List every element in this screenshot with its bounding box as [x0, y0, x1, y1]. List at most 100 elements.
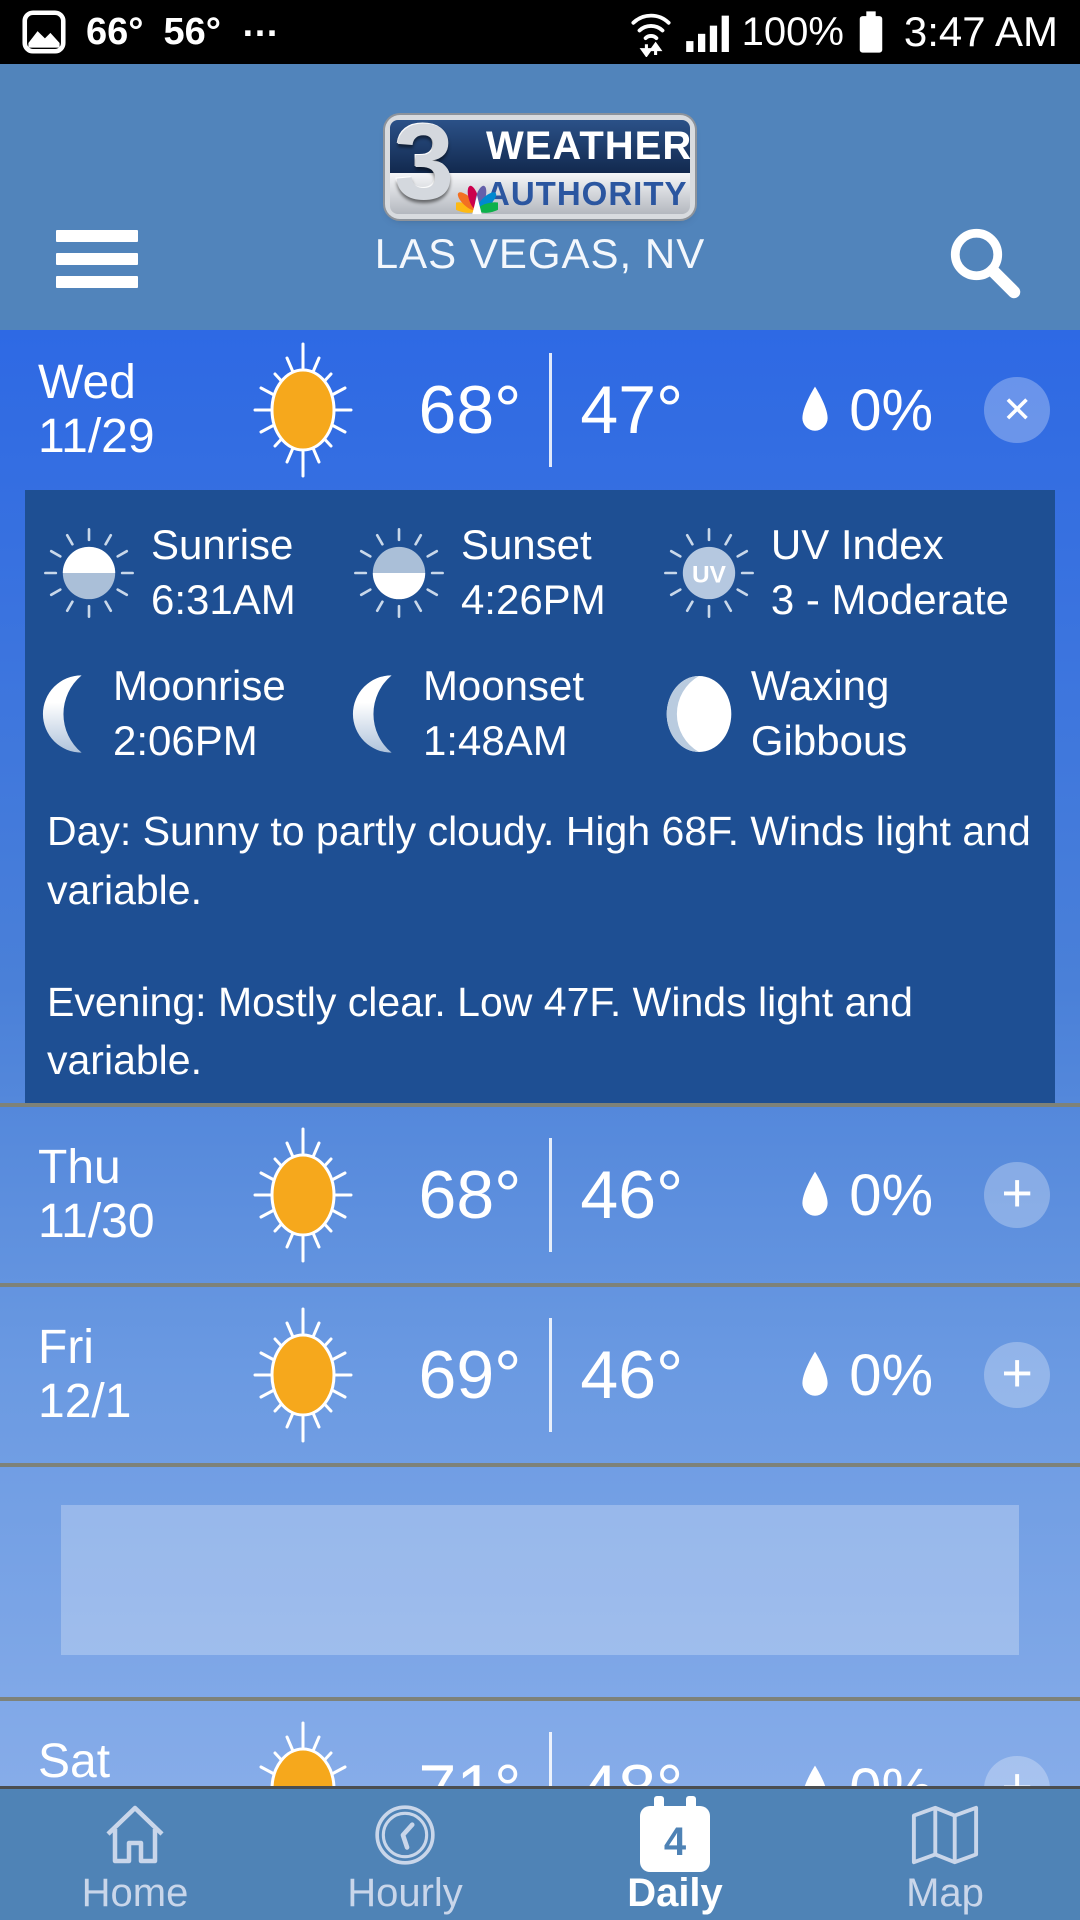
low-temp: 46° — [580, 1157, 684, 1233]
astro-item-sunrise: Sunrise 6:31AM — [41, 518, 351, 627]
wifi-icon — [628, 7, 674, 57]
low-temp: 47° — [580, 372, 684, 448]
astro-value: 3 - Moderate — [770, 575, 1009, 623]
status-right: 100% 3:47 AM — [628, 7, 1058, 57]
logo-number: 3 — [394, 101, 455, 222]
hamburger-icon — [56, 230, 138, 242]
status-bar: 66° 56° … 100% 3:47 AM — [0, 0, 1080, 64]
forecast-row-wed[interactable]: Wed 11/29 68° 47° 0% ✕ — [0, 330, 1080, 490]
search-button[interactable] — [944, 222, 1024, 302]
uv-index-icon — [661, 525, 757, 621]
nav-item-daily[interactable]: 4 Daily — [540, 1789, 810, 1920]
ad-banner-section — [0, 1467, 1080, 1697]
menu-button[interactable] — [56, 230, 138, 288]
nav-item-map[interactable]: Map — [810, 1789, 1080, 1920]
date-label: 12/1 — [38, 1375, 132, 1428]
forecast-row-fri[interactable]: Fri 12/1 69° 46° 0% + — [0, 1287, 1080, 1463]
collapse-button[interactable]: ✕ — [984, 377, 1050, 443]
nav-item-hourly[interactable]: Hourly — [270, 1789, 540, 1920]
astro-value: 2:06PM — [113, 716, 258, 764]
astro-item-moonrise: Moonrise 2:06PM — [41, 659, 351, 768]
app-header: 3 WEATHER AUTHORITY LAS VEGAS, NV — [0, 64, 1080, 330]
moon-phase-icon — [661, 671, 737, 757]
header-center: 3 WEATHER AUTHORITY LAS VEGAS, NV — [0, 108, 1080, 278]
date-label: 11/30 — [38, 1195, 155, 1248]
astro-label: Sunrise — [151, 521, 294, 568]
astro-label: Moonset — [422, 662, 585, 710]
logo-weather: WEATHER — [486, 124, 693, 168]
astro-label: Moonrise — [113, 662, 286, 710]
evening-forecast-text: Evening: Mostly clear. Low 47F. Winds li… — [47, 978, 913, 1084]
astro-item-sunset: Sunset 4:26PM — [351, 518, 661, 627]
droplet-icon — [797, 1168, 833, 1222]
high-temp: 68° — [418, 372, 522, 448]
droplet-icon — [797, 1762, 833, 1786]
location-label: LAS VEGAS, NV — [374, 230, 706, 277]
temp-divider — [549, 1732, 553, 1786]
clock-time: 3:47 AM — [903, 8, 1058, 55]
sunrise-icon — [41, 525, 137, 621]
divider — [0, 1103, 1080, 1107]
divider — [0, 1463, 1080, 1467]
astro-item-uv: UV Index 3 - Moderate — [661, 518, 1039, 627]
date-label: 11/29 — [38, 410, 155, 463]
sunny-icon — [243, 1719, 363, 1786]
detail-panel: Sunrise 6:31AM Sunset 4:26PM UV Index 3 - M… — [25, 490, 1055, 1103]
sunny-icon — [243, 1305, 363, 1445]
astro-value: 1:48AM — [422, 716, 568, 764]
sunny-icon — [243, 340, 363, 480]
status-left: 66° 56° … — [22, 3, 283, 54]
nav-label: Map — [906, 1871, 984, 1915]
day-forecast-text: Day: Sunny to partly cloudy. High 68F. W… — [47, 808, 1031, 913]
high-temp: 69° — [418, 1337, 522, 1413]
astro-label: Sunset — [460, 521, 592, 568]
sunset-icon — [351, 525, 447, 621]
expand-button[interactable]: + — [984, 1162, 1050, 1228]
astro-value: 4:26PM — [460, 575, 606, 623]
forecast-row-sat[interactable]: Sat 12/2 71° 48° 0% + — [0, 1701, 1080, 1786]
bottom-nav: Home Hourly 4 Daily Map — [0, 1786, 1080, 1920]
battery-icon — [856, 9, 886, 55]
moonset-icon — [351, 670, 409, 758]
close-icon: ✕ — [1002, 389, 1033, 430]
temp-divider — [549, 1318, 553, 1432]
precip-value: 0% — [849, 377, 934, 443]
nav-item-home[interactable]: Home — [0, 1789, 270, 1920]
logo-authority: AUTHORITY — [486, 174, 688, 212]
high-temp: 71° — [419, 1750, 522, 1786]
sunny-icon — [243, 1125, 363, 1265]
status-temp-secondary: 56° — [163, 10, 221, 53]
signal-icon — [686, 12, 730, 52]
day-label: Thu — [38, 1141, 121, 1195]
expand-button[interactable]: + — [984, 1342, 1050, 1408]
day-label: Sat — [38, 1735, 111, 1786]
droplet-icon — [797, 383, 833, 437]
divider — [0, 1697, 1080, 1701]
precip-value: 0% — [849, 1342, 934, 1408]
photo-notification-icon — [22, 10, 66, 54]
clock-icon — [372, 1802, 438, 1868]
calendar-badge: 4 — [663, 1819, 687, 1864]
temp-divider — [549, 1138, 553, 1252]
nav-label: Daily — [627, 1871, 723, 1915]
astro-item-moonset: Moonset 1:48AM — [351, 659, 661, 768]
forecast-row-thu[interactable]: Thu 11/30 68° 46° 0% + — [0, 1107, 1080, 1283]
expand-button[interactable]: + — [984, 1756, 1050, 1786]
overflow-dots: … — [240, 2, 283, 45]
ad-placeholder — [61, 1505, 1019, 1655]
moonrise-icon — [41, 670, 99, 758]
precip-value: 0% — [849, 1756, 933, 1787]
status-temp-primary: 66° — [86, 10, 144, 53]
astro-label: Waxing — [750, 662, 890, 710]
battery-percent: 100% — [741, 9, 844, 54]
low-temp: 48° — [580, 1750, 683, 1786]
map-icon — [910, 1804, 980, 1866]
astro-item-moon-phase: Waxing Gibbous — [661, 659, 1039, 768]
astro-value: 6:31AM — [151, 575, 296, 623]
low-temp: 46° — [580, 1337, 684, 1413]
nav-label: Home — [81, 1871, 189, 1915]
day-label: Fri — [38, 1321, 94, 1375]
app-logo: 3 WEATHER AUTHORITY — [390, 108, 693, 216]
astro-grid: Sunrise 6:31AM Sunset 4:26PM UV Index 3 - M… — [41, 518, 1039, 768]
